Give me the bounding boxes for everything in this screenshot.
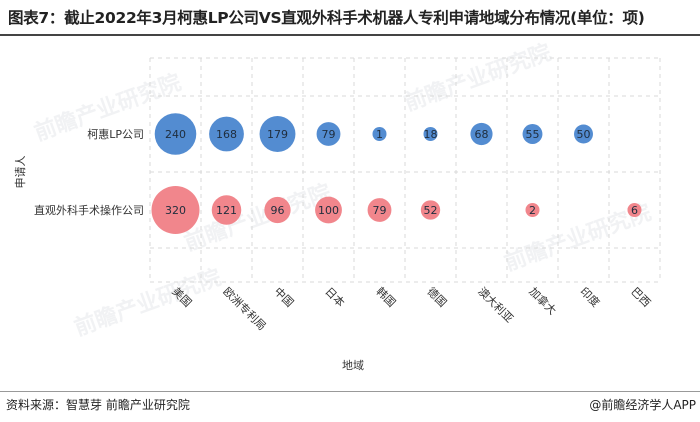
bubble-mark	[154, 113, 197, 155]
bubble-mark	[264, 196, 291, 224]
x-tick-label: 德国	[424, 284, 449, 309]
bubble-mark	[151, 186, 200, 234]
bubble-mark	[316, 122, 341, 146]
bubble-mark	[525, 203, 540, 217]
bubble-value-label: 96	[271, 204, 285, 217]
x-tick-label: 欧洲专利局	[220, 284, 269, 333]
y-tick-label: 柯惠LP公司	[87, 127, 144, 141]
x-tick-label: 巴西	[628, 285, 653, 310]
bubble-mark	[522, 124, 543, 144]
bubble-value-label: 100	[318, 204, 339, 217]
chart-title: 图表7：截止2022年3月柯惠LP公司VS直观外科手术机器人专利申请地域分布情况…	[8, 9, 645, 27]
bubble-value-label: 1	[376, 128, 383, 141]
bubble-value-label: 320	[165, 204, 186, 217]
footer-divider	[0, 391, 700, 392]
brand-label: @前瞻经济学人APP	[589, 398, 696, 412]
y-axis-title: 申请人	[14, 156, 27, 189]
x-tick-label: 澳大利亚	[475, 284, 516, 325]
bubble-value-label: 240	[165, 128, 186, 141]
x-tick-label: 加拿大	[526, 284, 559, 317]
bubble-value-label: 68	[475, 128, 489, 141]
x-tick-label: 印度	[577, 284, 602, 309]
bubble-value-label: 79	[373, 204, 387, 217]
bubble-mark	[315, 196, 342, 224]
bubble-value-label: 18	[424, 128, 438, 141]
x-tick-label: 日本	[322, 284, 347, 309]
bubble-mark	[420, 200, 441, 220]
brand-credit: @前瞻经济学人APP	[589, 396, 696, 413]
x-tick-label: 美国	[169, 285, 194, 310]
bubble-mark	[209, 116, 244, 152]
x-tick-label: 中国	[271, 285, 296, 310]
x-tick-label: 韩国	[373, 284, 398, 309]
x-axis-title: 地域	[342, 359, 364, 372]
bubble-value-label: 50	[577, 128, 591, 141]
bubble-mark	[574, 124, 593, 144]
bubble-mark	[259, 116, 296, 152]
bubble-value-label: 2	[529, 204, 536, 217]
bubble-value-label: 121	[216, 204, 237, 217]
bubble-mark	[372, 127, 387, 141]
bubble-value-label: 55	[526, 128, 540, 141]
bubble-value-label: 179	[267, 128, 288, 141]
bubble-mark	[423, 127, 438, 141]
bubble-value-label: 168	[216, 128, 237, 141]
bubble-mark	[367, 198, 392, 222]
bubble-mark	[211, 195, 242, 225]
bubble-value-label: 79	[322, 128, 336, 141]
title-divider	[0, 34, 700, 36]
source-note: 资料来源：智慧芽 前瞻产业研究院	[6, 398, 190, 412]
bubble-mark	[470, 122, 493, 146]
bubble-mark	[627, 203, 642, 217]
bubble-value-label: 6	[631, 204, 638, 217]
y-tick-label: 直观外科手术操作公司	[34, 203, 144, 217]
bubble-value-label: 52	[424, 204, 438, 217]
